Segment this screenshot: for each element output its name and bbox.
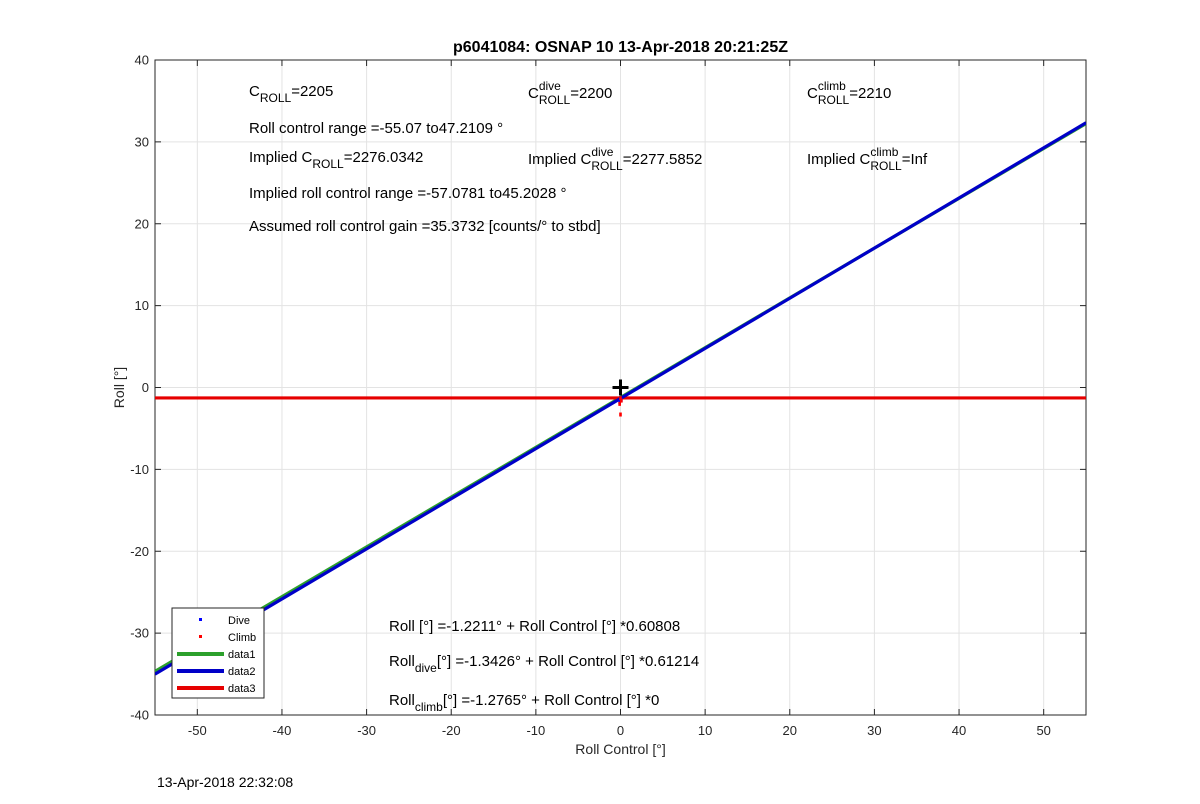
y-tick-label: -30 (130, 626, 149, 641)
svg-text:=2277.5852: =2277.5852 (623, 151, 703, 168)
svg-text:dive: dive (591, 145, 613, 159)
y-tick-label: 20 (135, 216, 149, 231)
svg-text:=2210: =2210 (849, 85, 891, 102)
annotation-fit-all: Roll [°] =-1.2211° + Roll Control [°] *0… (389, 618, 680, 635)
y-tick-label: 40 (135, 53, 149, 68)
series-point-climb (620, 398, 623, 403)
svg-text:ROLL: ROLL (539, 93, 571, 107)
svg-text:=2276.0342: =2276.0342 (344, 149, 424, 166)
chart-title: p6041084: OSNAP 10 13-Apr-2018 20:21:25Z (453, 39, 788, 56)
annotation-gain: Assumed roll control gain =35.3732 [coun… (249, 218, 601, 235)
series-point-climb (618, 401, 621, 406)
annotation-implied-range: Implied roll control range =-57.0781 to4… (249, 185, 566, 202)
annotation-roll-range: Roll control range =-55.07 to47.2109 ° (249, 120, 503, 137)
legend-swatch (199, 618, 202, 621)
annotation-fit-dive: Roll dive [°] =-1.3426° + Roll Control [°… (389, 653, 699, 675)
svg-text:C: C (249, 83, 260, 100)
svg-text:Implied C: Implied C (528, 151, 592, 168)
y-tick-label: 30 (135, 134, 149, 149)
svg-text:ROLL: ROLL (260, 91, 292, 105)
legend-swatch (199, 635, 202, 638)
x-tick-label: -20 (442, 723, 461, 738)
x-axis-label: Roll Control [°] (575, 741, 665, 757)
legend-item-climb: Climb (199, 632, 256, 644)
svg-text:dive: dive (415, 661, 437, 675)
x-tick-label: 50 (1036, 723, 1050, 738)
y-axis-label: Roll [°] (111, 367, 127, 408)
y-tick-label: -40 (130, 708, 149, 723)
y-tick-label: 0 (142, 380, 149, 395)
x-tick-label: -40 (273, 723, 292, 738)
svg-text:[°] =-1.2765° + Roll Control [: [°] =-1.2765° + Roll Control [°] *0 (443, 692, 659, 709)
svg-text:ROLL: ROLL (591, 159, 623, 173)
svg-text:dive: dive (539, 79, 561, 93)
series-point-climb (619, 412, 622, 417)
svg-text:=2205: =2205 (291, 83, 333, 100)
x-tick-label: 40 (952, 723, 966, 738)
svg-text:ROLL: ROLL (870, 159, 902, 173)
series-point-climb (619, 396, 622, 401)
annotation-fit-climb: Roll climb [°] =-1.2765° + Roll Control [… (389, 692, 659, 714)
svg-text:Implied C: Implied C (807, 151, 871, 168)
data-layer (155, 121, 1086, 676)
svg-text:ROLL: ROLL (818, 93, 850, 107)
legend-item-data2: data2 (177, 666, 256, 678)
svg-text:C: C (807, 85, 818, 102)
legend-label: Climb (228, 632, 256, 644)
legend-label: data1 (228, 649, 256, 661)
legend-label: data2 (228, 666, 256, 678)
x-tick-label: 20 (783, 723, 797, 738)
annotation-implied-c-roll: Implied C ROLL =2276.0342 (249, 149, 423, 171)
svg-text:climb: climb (415, 700, 443, 714)
annotation-c-roll: C ROLL =2205 (249, 83, 333, 105)
svg-text:=Inf: =Inf (902, 151, 928, 168)
svg-text:ROLL: ROLL (312, 157, 344, 171)
svg-text:Implied C: Implied C (249, 149, 313, 166)
x-tick-label: 30 (867, 723, 881, 738)
x-tick-label: -10 (526, 723, 545, 738)
legend-item-data3: data3 (177, 683, 256, 695)
svg-text:Roll: Roll (389, 692, 415, 709)
y-tick-label: 10 (135, 298, 149, 313)
tick-labels: -50 -40 -30 -20 -10 0 10 20 30 40 50 -40 -30 -20 -10 0 1… (130, 53, 1086, 738)
x-tick-label: -30 (357, 723, 376, 738)
legend: Dive Climb data1 data2 data3 (171, 607, 265, 699)
print-timestamp: 13-Apr-2018 22:32:08 (157, 774, 294, 790)
svg-text:=2200: =2200 (570, 85, 612, 102)
svg-text:[°] =-1.3426° + Roll Control [: [°] =-1.3426° + Roll Control [°] *0.6121… (437, 653, 699, 670)
x-tick-label: 0 (617, 723, 624, 738)
x-tick-label: -50 (188, 723, 207, 738)
x-tick-label: 10 (698, 723, 712, 738)
legend-label: data3 (228, 683, 256, 695)
legend-item-dive: Dive (199, 615, 250, 627)
legend-item-data1: data1 (177, 649, 256, 661)
svg-text:C: C (528, 85, 539, 102)
y-tick-label: -10 (130, 462, 149, 477)
svg-text:climb: climb (818, 79, 846, 93)
legend-label: Dive (228, 615, 250, 627)
svg-text:climb: climb (870, 145, 898, 159)
y-tick-label: -20 (130, 544, 149, 559)
svg-text:Roll: Roll (389, 653, 415, 670)
